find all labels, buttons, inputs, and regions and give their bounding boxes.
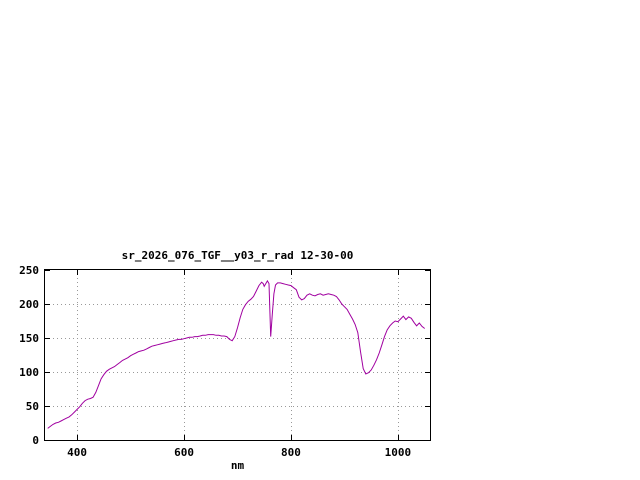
x-tick-label: 800 [281, 446, 301, 459]
x-tick-label: 1000 [384, 446, 412, 459]
y-tick-label: 200 [19, 298, 39, 311]
x-axis-label: nm [230, 459, 245, 472]
x-tick-label: 600 [174, 446, 194, 459]
y-tick-label: 50 [25, 400, 39, 413]
plot-area [44, 269, 431, 441]
x-tick-label: 400 [67, 446, 88, 459]
y-tick-label: 250 [19, 264, 39, 277]
plot-svg [45, 270, 430, 440]
y-tick-label: 0 [32, 434, 39, 447]
y-tick-label: 150 [19, 332, 39, 345]
chart-title: sr_2026_076_TGF__y03_r_rad 12-30-00 [121, 249, 354, 262]
series-line [47, 279, 426, 429]
y-tick-label: 100 [19, 366, 39, 379]
